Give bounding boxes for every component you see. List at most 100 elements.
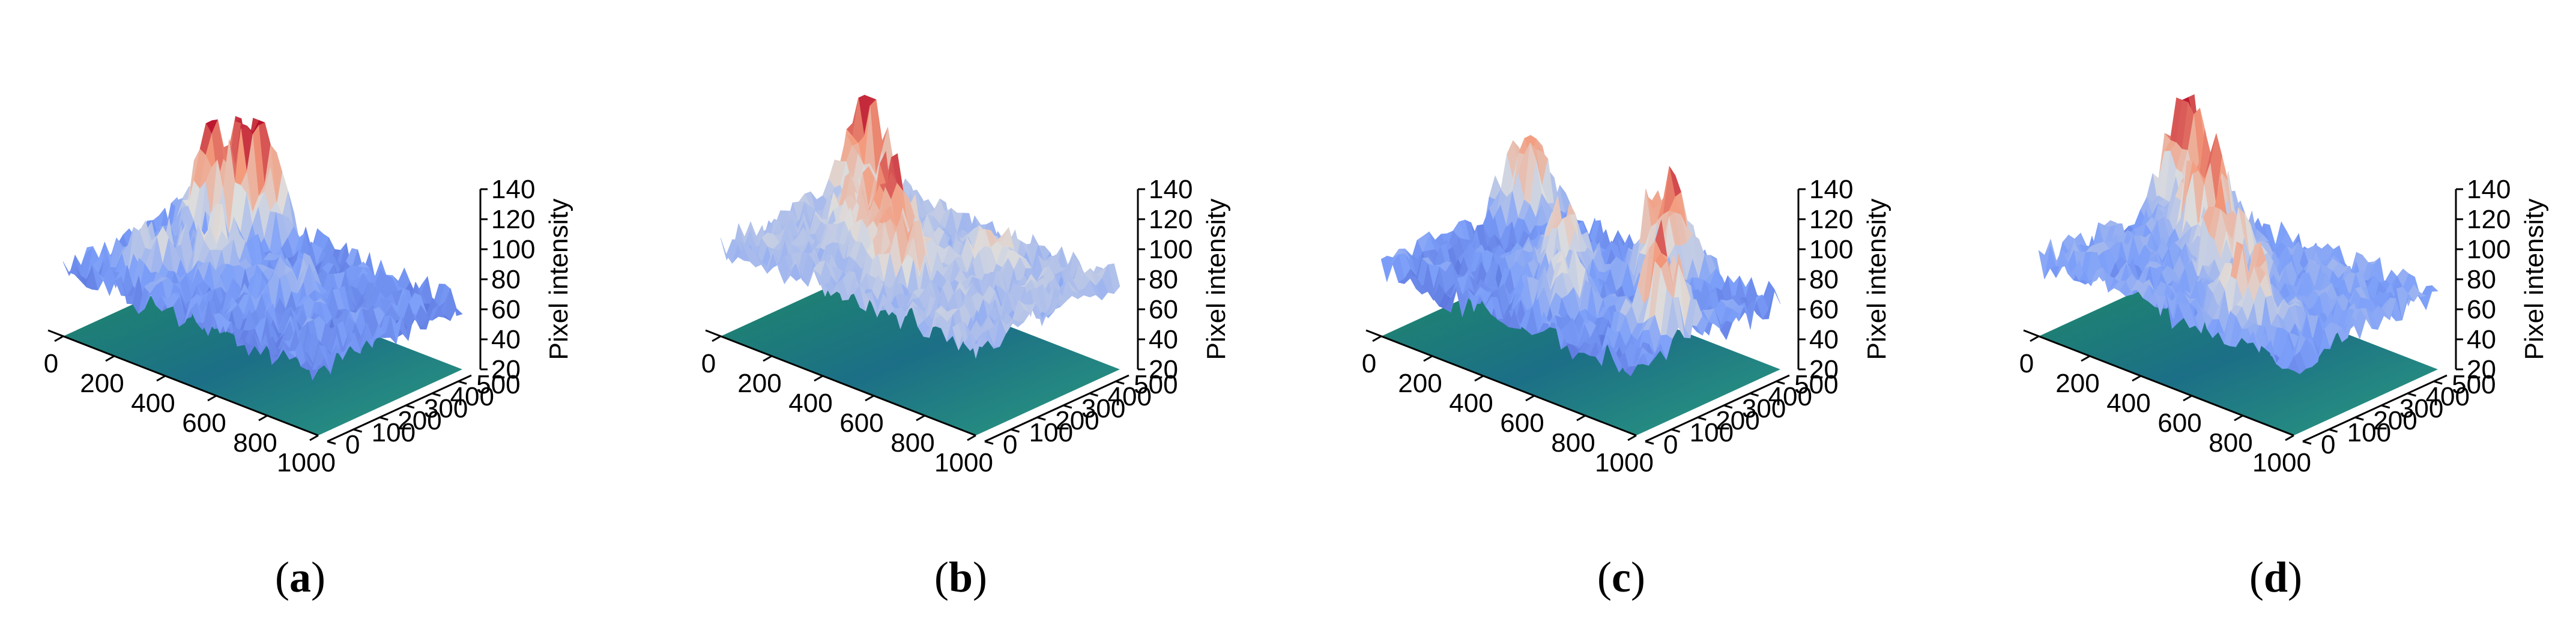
surface-cell — [1630, 354, 1643, 366]
y-tick-mark — [1750, 392, 1759, 397]
x-tick-mark — [105, 355, 115, 362]
y-tick-mark — [379, 416, 389, 421]
y-tick-label: 100 — [1690, 418, 1734, 447]
y-tick-label: 500 — [2452, 370, 2496, 399]
z-tick-label: 120 — [2467, 205, 2511, 234]
x-tick-mark — [2132, 375, 2141, 382]
x-tick-label: 0 — [2019, 349, 2034, 378]
x-tick-mark — [156, 375, 166, 382]
x-tick-mark — [967, 434, 976, 441]
y-tick-label: 0 — [2321, 430, 2335, 459]
z-tick-label: 140 — [1149, 175, 1193, 204]
x-tick-label: 1000 — [934, 448, 993, 477]
z-tick-label: 40 — [1809, 325, 1839, 354]
z-tick-label: 40 — [1149, 325, 1178, 354]
y-tick-mark — [2354, 416, 2364, 421]
caption-a: (a) — [275, 553, 325, 601]
z-tick-label: 20 — [2467, 355, 2496, 384]
x-tick-label: 1000 — [277, 448, 336, 477]
y-tick-mark — [1089, 392, 1098, 397]
y-tick-label: 400 — [1108, 382, 1152, 411]
y-tick-label: 0 — [345, 430, 360, 459]
y-tick-mark — [1697, 416, 1707, 421]
y-tick-label: 400 — [450, 382, 494, 411]
z-tick-label: 40 — [2467, 325, 2496, 354]
y-tick-mark — [405, 404, 415, 409]
y-tick-label: 100 — [1029, 418, 1073, 447]
surface — [62, 116, 463, 381]
y-tick-label: 0 — [1003, 430, 1017, 459]
y-tick-label: 500 — [1794, 370, 1838, 399]
z-tick-label: 80 — [1149, 265, 1178, 294]
z-tick-label: 100 — [491, 235, 535, 264]
y-tick-label: 100 — [2347, 418, 2391, 447]
y-tick-mark — [2433, 380, 2443, 385]
x-tick-label: 800 — [890, 428, 934, 458]
y-tick-label: 200 — [1716, 406, 1759, 435]
x-tick-mark — [712, 335, 721, 342]
y-axis-line — [327, 374, 472, 443]
x-tick-mark — [258, 414, 268, 422]
y-axis-line — [984, 374, 1129, 443]
y-tick-mark — [327, 440, 336, 445]
x-axis-line — [705, 329, 976, 437]
floor-projection — [2039, 270, 2438, 435]
x-tick-mark — [1474, 375, 1484, 382]
x-tick-label: 400 — [2106, 389, 2150, 418]
y-tick-mark — [2329, 428, 2338, 433]
y-tick-mark — [2302, 440, 2312, 445]
x-tick-mark — [1627, 434, 1637, 441]
x-tick-label: 800 — [2209, 428, 2252, 458]
x-tick-label: 0 — [44, 349, 58, 378]
z-tick-label: 140 — [2467, 175, 2511, 204]
y-tick-mark — [984, 440, 994, 445]
surface-cell — [970, 334, 982, 359]
y-tick-mark — [2381, 404, 2390, 409]
z-tick-label: 100 — [2467, 235, 2511, 264]
x-tick-label: 600 — [839, 408, 883, 438]
y-tick-mark — [1011, 428, 1020, 433]
z-axis-label: Pixel intensity — [544, 198, 573, 360]
x-tick-label: 400 — [1449, 389, 1493, 418]
x-tick-label: 200 — [1398, 369, 1442, 398]
z-axis-label: Pixel intensity — [2520, 198, 2549, 360]
caption-b: (b) — [934, 553, 987, 601]
z-axis-label: Pixel intensity — [1202, 198, 1231, 360]
x-tick-label: 800 — [1551, 428, 1595, 458]
floor-projection — [1381, 270, 1780, 435]
z-tick-label: 80 — [1809, 265, 1839, 294]
x-tick-mark — [916, 414, 925, 422]
x-tick-mark — [1423, 355, 1433, 362]
surface — [2038, 94, 2438, 375]
surface-cell — [312, 365, 325, 380]
caption-c: (c) — [1597, 553, 1645, 601]
x-tick-label: 600 — [2157, 408, 2201, 438]
y-tick-label: 500 — [1134, 370, 1178, 399]
y-tick-mark — [432, 392, 441, 397]
z-tick-label: 120 — [1809, 205, 1853, 234]
y-tick-mark — [353, 428, 363, 433]
x-tick-label: 0 — [701, 349, 716, 378]
y-tick-mark — [1645, 440, 1654, 445]
surface — [720, 94, 1120, 359]
x-axis-line — [2023, 329, 2294, 437]
x-tick-label: 200 — [737, 369, 781, 398]
y-tick-label: 200 — [2373, 406, 2417, 435]
x-tick-label: 600 — [182, 408, 226, 438]
x-tick-mark — [54, 335, 64, 342]
x-tick-mark — [865, 395, 874, 402]
z-tick-label: 60 — [1149, 295, 1178, 324]
y-tick-label: 300 — [1081, 394, 1125, 423]
y-tick-label: 400 — [2426, 382, 2470, 411]
x-tick-mark — [2030, 335, 2039, 342]
z-tick-label: 60 — [491, 295, 521, 324]
y-tick-mark — [458, 380, 467, 385]
y-tick-label: 300 — [2399, 394, 2443, 423]
y-tick-label: 500 — [476, 370, 520, 399]
floor-projection — [63, 270, 462, 435]
